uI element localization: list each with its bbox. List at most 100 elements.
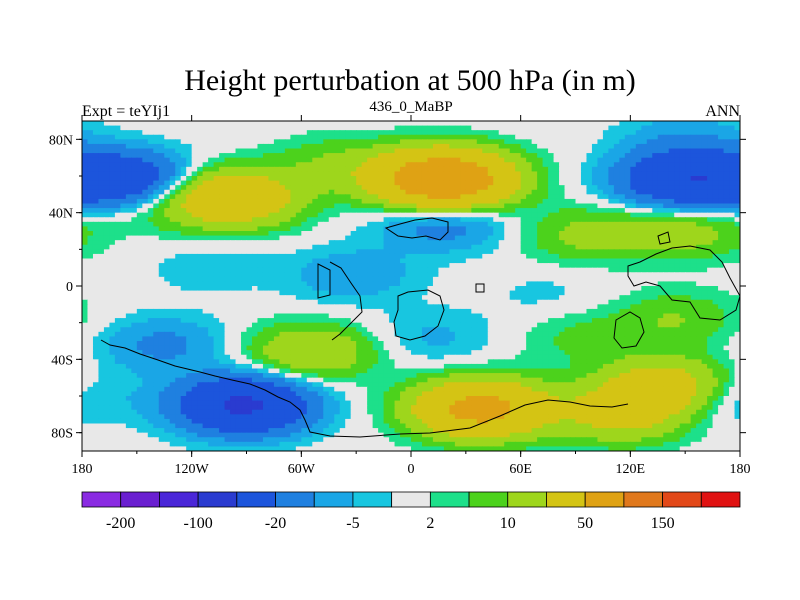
field-cell (465, 295, 472, 301)
field-cell (273, 143, 280, 150)
field-cell (531, 240, 538, 246)
field-cell (526, 231, 533, 237)
field-cell (279, 125, 286, 131)
field-cell (416, 134, 423, 140)
field-cell (257, 139, 264, 145)
field-cell (142, 176, 149, 182)
field-cell (613, 276, 620, 283)
field-cell (389, 276, 396, 283)
field-cell (284, 166, 291, 173)
field-cell (301, 134, 308, 140)
field-cell (345, 304, 352, 310)
field-cell (230, 299, 237, 305)
field-cell (356, 244, 363, 250)
field-cell (509, 180, 516, 186)
field-cell (685, 290, 692, 296)
field-cell (652, 226, 659, 232)
field-cell (663, 125, 670, 131)
field-cell (526, 267, 533, 273)
field-cell (723, 208, 730, 214)
field-cell (405, 166, 412, 173)
field-cell (295, 176, 302, 182)
field-cell (734, 176, 740, 182)
field-cell (219, 295, 226, 301)
field-cell (219, 244, 226, 250)
field-cell (147, 263, 154, 269)
field-cell (548, 290, 555, 296)
field-cell (432, 208, 440, 214)
field-cell (142, 134, 149, 140)
field-cell (465, 198, 472, 205)
field-cell (268, 240, 275, 246)
field-cell (142, 185, 149, 191)
field-cell (427, 263, 434, 269)
field-cell (729, 249, 736, 255)
field-cell (361, 235, 368, 241)
field-cell (591, 171, 599, 177)
field-cell (191, 235, 198, 241)
field-cell (635, 134, 642, 140)
field-cell (361, 226, 368, 232)
field-cell (103, 240, 111, 246)
field-cell (268, 281, 275, 287)
field-cell (290, 198, 297, 205)
field-cell (580, 143, 588, 150)
field-cell (339, 308, 346, 315)
field-cell (504, 235, 511, 241)
field-cell (630, 299, 637, 305)
field-cell (685, 203, 692, 209)
field-cell (82, 194, 89, 200)
field-cell (531, 180, 538, 186)
field-cell (328, 198, 335, 205)
field-cell (646, 253, 653, 260)
field-cell (224, 212, 231, 218)
field-cell (515, 185, 522, 191)
field-cell (153, 185, 160, 191)
field-cell (416, 166, 423, 173)
field-cell (449, 295, 456, 301)
field-cell (619, 263, 626, 269)
field-cell (591, 180, 599, 186)
field-cell (701, 208, 708, 214)
field-cell (575, 198, 582, 205)
field-cell (559, 148, 566, 154)
field-cell (323, 162, 330, 168)
field-cell (186, 281, 193, 287)
field-cell (537, 189, 544, 195)
field-cell (120, 249, 127, 255)
field-cell (449, 304, 456, 310)
field-cell (509, 194, 516, 200)
field-cell (465, 208, 472, 214)
field-cell (262, 162, 270, 168)
field-cell (153, 249, 160, 255)
field-cell (378, 240, 385, 246)
field-cell (164, 244, 171, 250)
field-cell (432, 134, 440, 140)
field-cell (87, 304, 94, 310)
field-cell (553, 121, 560, 127)
field-cell (367, 272, 374, 278)
field-cell (164, 166, 171, 173)
field-cell (723, 212, 730, 218)
field-cell (367, 258, 374, 264)
field-cell (427, 258, 434, 264)
field-cell (164, 295, 171, 301)
field-cell (564, 157, 571, 163)
field-cell (504, 203, 511, 209)
field-cell (334, 281, 341, 287)
field-cell (646, 276, 653, 283)
field-cell (652, 267, 659, 273)
field-cell (427, 253, 434, 260)
field-cell (630, 121, 637, 127)
field-cell (427, 148, 434, 154)
field-cell (580, 130, 588, 136)
field-cell (493, 208, 500, 214)
field-cell (443, 130, 450, 136)
field-cell (690, 139, 697, 145)
field-cell (718, 125, 725, 131)
field-cell (575, 212, 582, 218)
field-cell (432, 189, 440, 195)
field-cell (498, 189, 505, 195)
field-cell (169, 249, 176, 255)
field-cell (652, 290, 659, 296)
